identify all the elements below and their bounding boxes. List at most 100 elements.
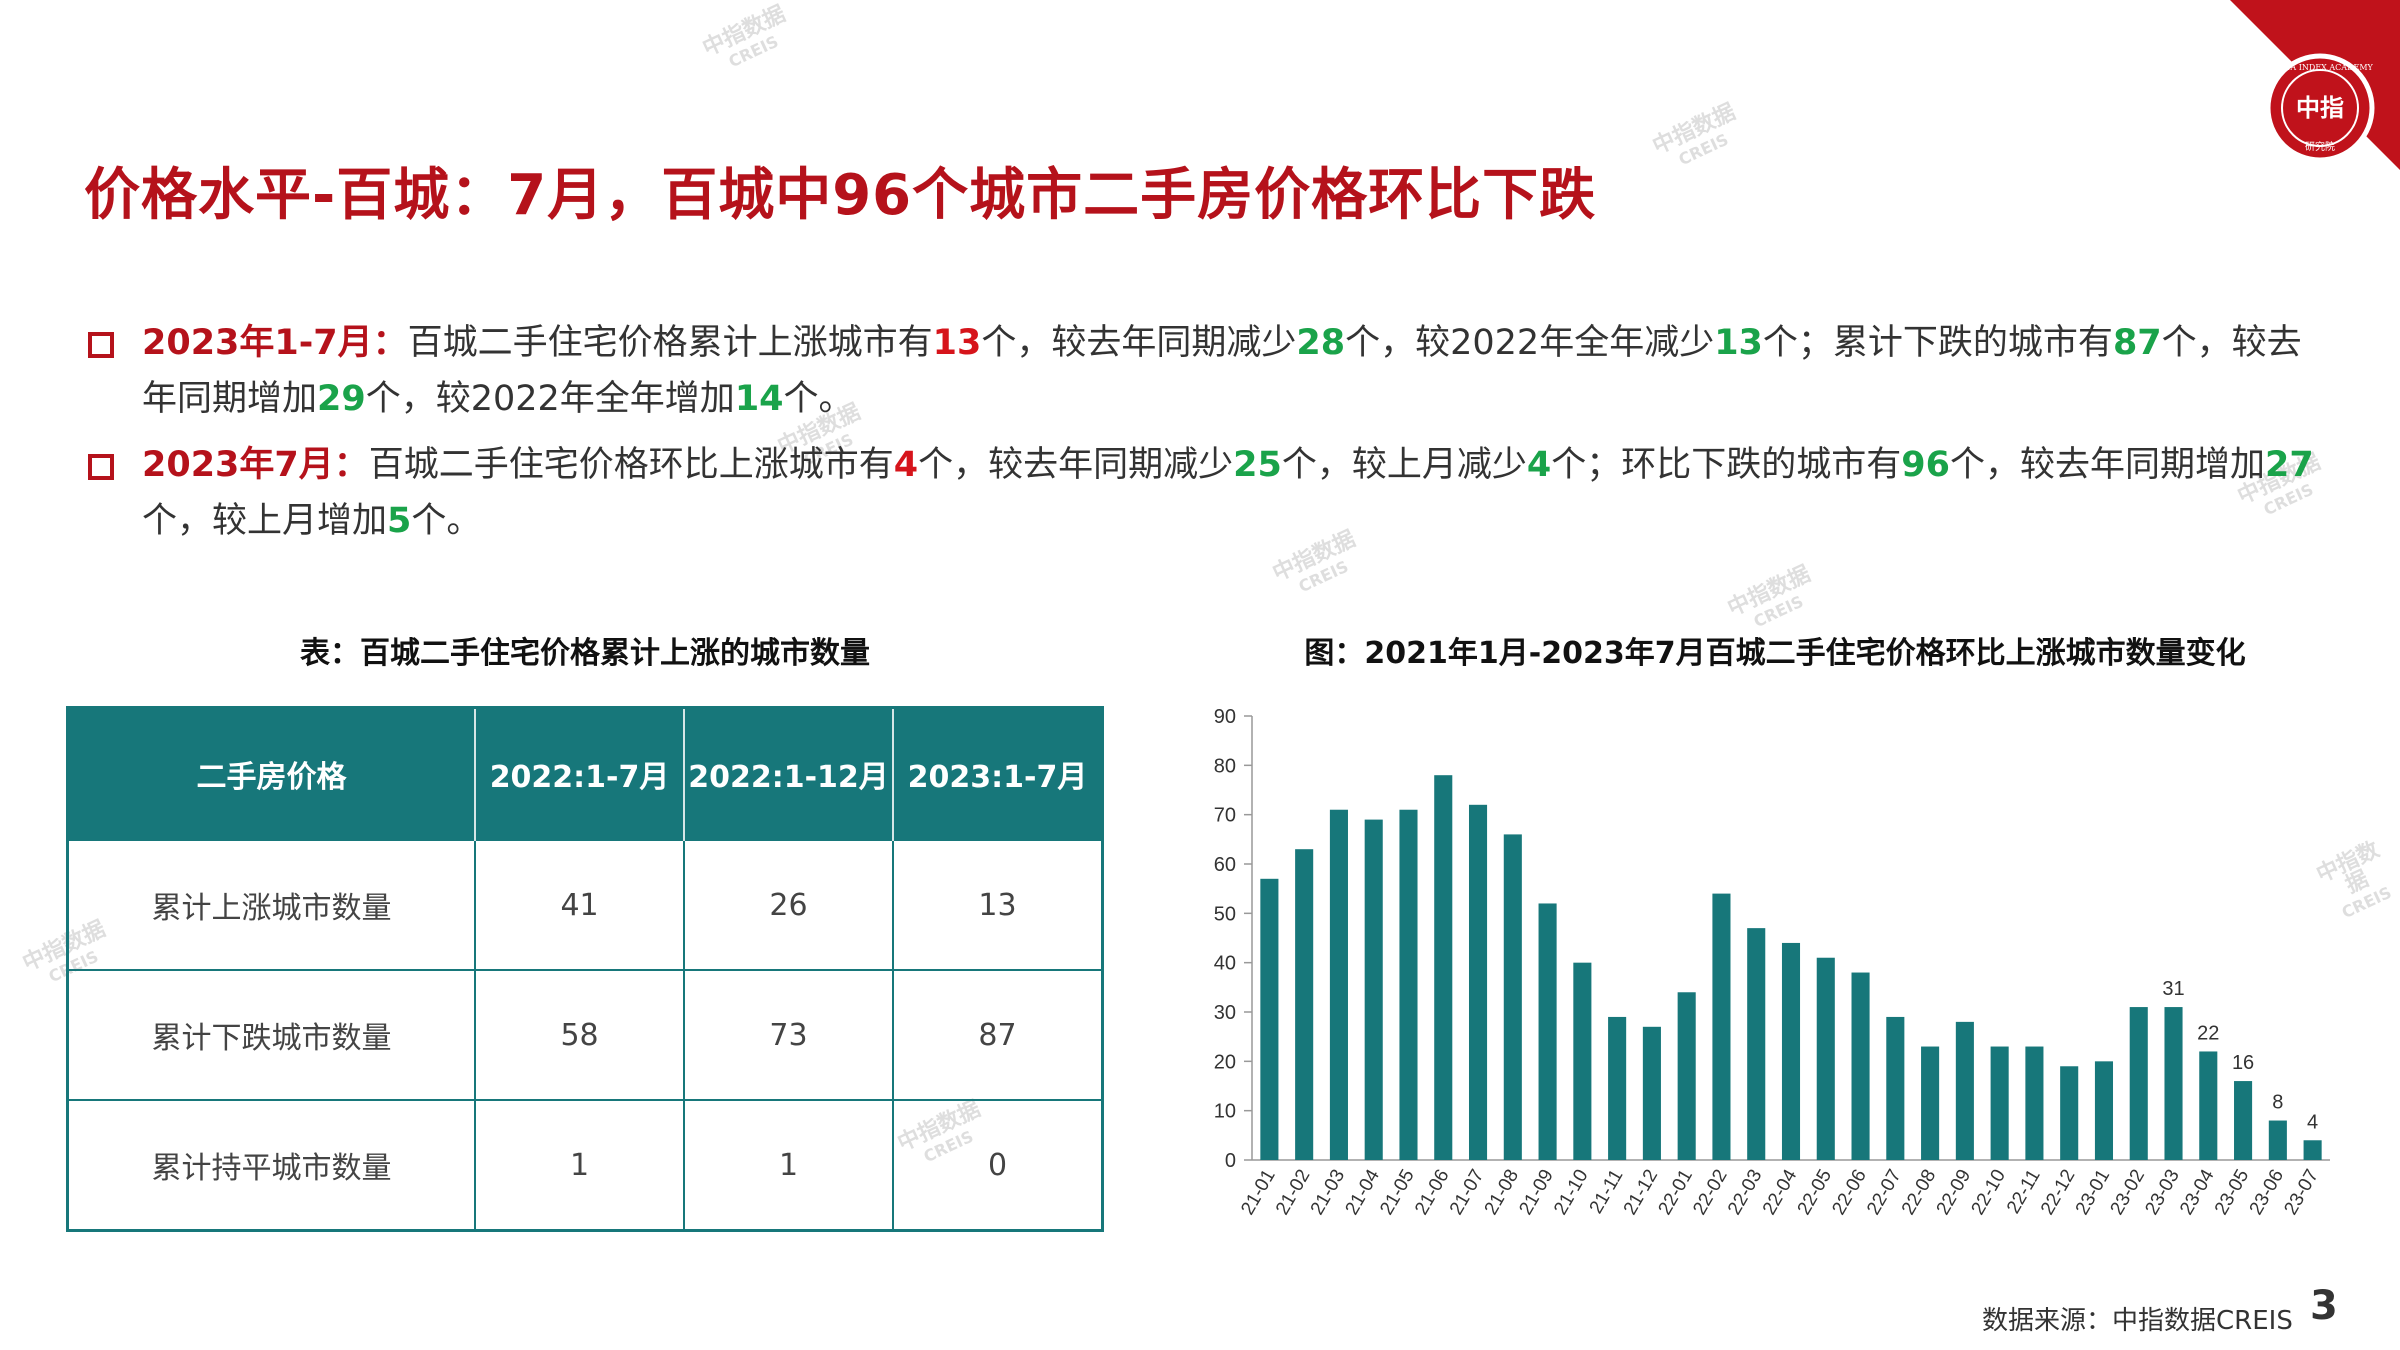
bullet-ytd: 2023年1-7月：百城二手住宅价格累计上涨城市有13个，较去年同期减少28个，… — [84, 315, 2324, 427]
bar — [1712, 893, 1731, 1160]
y-tick-label: 80 — [1214, 755, 1236, 777]
summary-bullets: 2023年1-7月：百城二手住宅价格累计上涨城市有13个，较去年同期减少28个，… — [84, 315, 2324, 559]
highlight-number: 5 — [387, 501, 412, 541]
x-tick-label: 21-12 — [1620, 1166, 1662, 1219]
bar — [1781, 942, 1801, 1160]
x-tick-label: 21-05 — [1376, 1166, 1418, 1219]
bullet-text-segment: 个。 — [783, 379, 854, 419]
x-tick-label: 22-04 — [1759, 1166, 1802, 1219]
table-cell: 累计持平城市数量 — [67, 1099, 477, 1231]
bar — [1886, 1016, 1905, 1160]
highlight-number: 87 — [2112, 323, 2162, 363]
logo-bottom-text: 研究院 — [2305, 140, 2335, 153]
x-tick-label: 22-09 — [1933, 1166, 1975, 1219]
bar — [2094, 1061, 2114, 1160]
bar — [1538, 903, 1557, 1160]
x-tick-label: 22-07 — [1863, 1166, 1905, 1219]
bar — [1468, 804, 1488, 1160]
bullet-lead: 2023年7月： — [142, 445, 369, 485]
x-tick-label: 22-08 — [1898, 1166, 1940, 1219]
bar — [2025, 1046, 2044, 1160]
bar — [1642, 1026, 1661, 1160]
data-label: 8 — [2272, 1092, 2283, 1114]
highlight-number: 27 — [2265, 445, 2314, 485]
table-header-cell: 二手房价格 — [67, 707, 477, 840]
table-cell: 26 — [684, 839, 894, 970]
logo-ring-text: CHINA INDEX ACADEMY — [2267, 63, 2373, 72]
x-tick-label: 21-04 — [1342, 1166, 1385, 1219]
x-tick-label: 23-02 — [2107, 1166, 2149, 1219]
table-cell: 87 — [893, 969, 1103, 1100]
cumulative-table: 二手房价格 2022:1-7月 2022:1-12月 2023:1-7月 累计上… — [66, 706, 1104, 1232]
highlight-number: 29 — [317, 379, 366, 419]
bullet-text-segment: 个；累计下跌的城市有 — [1762, 323, 2113, 363]
y-tick-label: 20 — [1214, 1051, 1236, 1073]
x-tick-label: 22-01 — [1655, 1166, 1697, 1219]
bar — [1295, 849, 1314, 1160]
x-tick-label: 21-02 — [1272, 1166, 1314, 1219]
bullet-july: 2023年7月：百城二手住宅价格环比上涨城市有4个，较去年同期减少25个，较上月… — [84, 437, 2324, 549]
y-tick-label: 50 — [1214, 903, 1236, 925]
bar — [1434, 775, 1453, 1160]
x-tick-label: 21-03 — [1307, 1166, 1349, 1219]
bullet-text-segment: 个，较去年同期增加 — [1949, 445, 2265, 485]
bar — [1955, 1021, 1974, 1160]
bar — [1990, 1046, 2009, 1160]
x-tick-label: 22-02 — [1689, 1166, 1731, 1219]
bullet-text-segment: 个；环比下跌的城市有 — [1551, 445, 1902, 485]
bullet-text-segment: 百城二手住宅价格环比上涨城市有 — [368, 445, 894, 485]
logo-center-text: 中指 — [2296, 94, 2344, 122]
page-number: 3 — [2310, 1283, 2338, 1329]
table-cell: 累计下跌城市数量 — [67, 969, 477, 1100]
x-tick-label: 22-10 — [1967, 1166, 2009, 1219]
bar — [1503, 834, 1522, 1160]
x-tick-label: 21-06 — [1411, 1166, 1453, 1219]
x-tick-label: 22-05 — [1794, 1166, 1836, 1219]
x-tick-label: 21-01 — [1237, 1166, 1279, 1219]
chart-caption: 图：2021年1月-2023年7月百城二手住宅价格环比上涨城市数量变化 — [1304, 636, 2246, 671]
x-tick-label: 23-04 — [2176, 1166, 2219, 1219]
bullet-square-icon — [88, 332, 114, 358]
bullet-text-segment: 个，较去年同期减少 — [981, 323, 1297, 363]
bullet-square-icon — [88, 454, 114, 480]
highlight-number: 25 — [1233, 445, 1282, 485]
table-cell: 73 — [684, 969, 894, 1100]
y-tick-label: 10 — [1214, 1101, 1236, 1123]
bullet-text-segment: 个。 — [411, 501, 482, 541]
highlight-number: 13 — [932, 323, 982, 363]
watermark: 中指数据 CREIS — [1648, 99, 1740, 170]
highlight-number: 4 — [1526, 445, 1552, 485]
bar — [1329, 809, 1348, 1160]
data-label: 22 — [2197, 1022, 2219, 1044]
bullet-text-segment: 个，较去年同期减少 — [918, 445, 1234, 485]
x-tick-label: 23-07 — [2280, 1166, 2322, 1219]
bullet-text: 百城二手住宅价格环比上涨城市有4个，较去年同期减少25个，较上月减少4个；环比下… — [142, 445, 2314, 541]
x-tick-label: 21-10 — [1550, 1166, 1592, 1219]
y-tick-label: 30 — [1214, 1002, 1236, 1024]
y-tick-label: 40 — [1214, 953, 1236, 975]
bar — [1573, 962, 1592, 1160]
data-source: 数据来源：中指数据CREIS — [1982, 1306, 2293, 1336]
bullet-text: 百城二手住宅价格累计上涨城市有13个，较去年同期减少28个，较2022年全年减少… — [142, 323, 2302, 419]
bar — [1747, 928, 1766, 1160]
highlight-number: 96 — [1901, 445, 1950, 485]
data-label: 16 — [2232, 1052, 2254, 1074]
y-tick-label: 70 — [1214, 805, 1236, 827]
bar — [2199, 1051, 2218, 1160]
bullet-text-segment: 百城二手住宅价格累计上涨城市有 — [407, 323, 933, 363]
table-cell: 累计上涨城市数量 — [67, 839, 477, 970]
bar — [2268, 1120, 2287, 1160]
highlight-number: 14 — [734, 379, 784, 419]
bar — [2129, 1007, 2148, 1160]
bar — [1364, 819, 1383, 1160]
table-cell: 0 — [893, 1099, 1103, 1231]
table-cell: 1 — [684, 1099, 894, 1231]
table-cell: 1 — [475, 1099, 686, 1231]
bullet-text-segment: 个，较2022年全年增加 — [365, 379, 735, 419]
logo-ring — [2265, 53, 2375, 163]
table-header-row: 二手房价格 2022:1-7月 2022:1-12月 2023:1-7月 — [67, 707, 1103, 840]
highlight-number: 4 — [893, 445, 919, 485]
table-cell: 41 — [475, 839, 686, 970]
table-cell: 58 — [475, 969, 686, 1100]
watermark: 中指数据 CREIS — [698, 1, 790, 72]
